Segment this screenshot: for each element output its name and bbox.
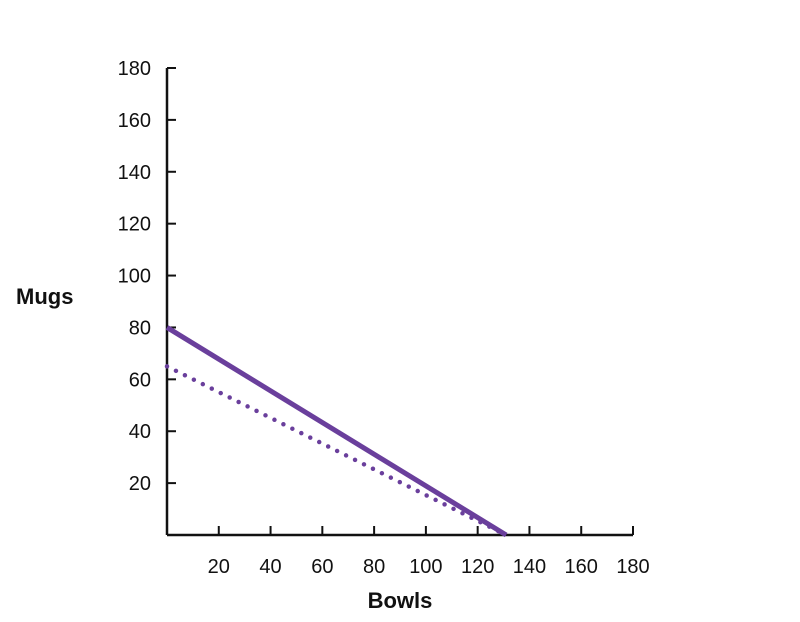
y-tick-label: 120 xyxy=(118,214,151,236)
x-tick-label: 180 xyxy=(616,556,649,578)
x-tick-label: 80 xyxy=(363,556,385,578)
x-tick-label: 100 xyxy=(409,556,442,578)
x-ticks: 20 40 60 80 100 120 140 160 180 xyxy=(208,526,650,578)
y-tick-label: 20 xyxy=(129,473,151,495)
x-tick-label: 60 xyxy=(311,556,333,578)
y-tick-label: 40 xyxy=(129,421,151,443)
x-tick-label: 140 xyxy=(513,556,546,578)
y-tick-label: 100 xyxy=(118,266,151,288)
x-axis-title: Bowls xyxy=(368,588,433,613)
x-tick-label: 120 xyxy=(461,556,494,578)
y-tick-label: 80 xyxy=(129,317,151,339)
y-tick-label: 60 xyxy=(129,369,151,391)
x-tick-label: 160 xyxy=(565,556,598,578)
x-tick-label: 40 xyxy=(259,556,281,578)
solid-series-line xyxy=(165,325,508,538)
y-tick-label: 180 xyxy=(118,58,151,80)
series-layer xyxy=(164,325,509,538)
axes xyxy=(165,68,633,537)
y-tick-label: 140 xyxy=(118,162,151,184)
x-tick-label: 20 xyxy=(208,556,230,578)
y-tick-label: 160 xyxy=(118,110,151,132)
dotted-series-line xyxy=(164,364,509,538)
y-ticks: 20 40 60 80 100 120 140 160 180 xyxy=(118,58,176,495)
y-axis-title: Mugs xyxy=(16,284,73,309)
